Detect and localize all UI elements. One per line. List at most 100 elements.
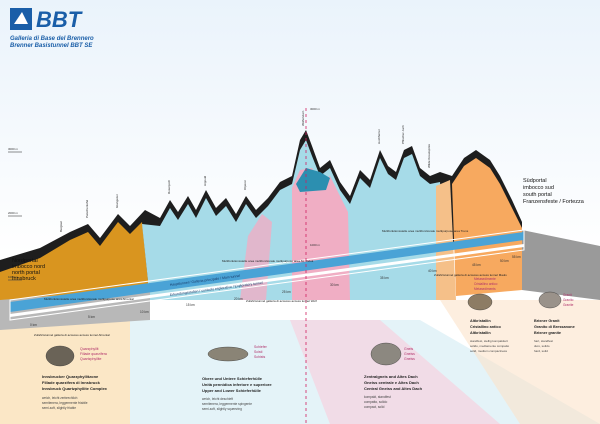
rock-title: Altkristallin — [470, 319, 491, 323]
peak-label: Glungezer — [115, 194, 119, 208]
km-tick: 0 km — [30, 323, 37, 327]
rock-prop: semi-soft, slightly squeezing — [202, 407, 242, 411]
geo-grey-south — [522, 230, 600, 300]
km-ticks: 0 km 5 km 10 km 15 km 20 km 25 km 30 km … — [30, 255, 521, 327]
rock-panel-schist: Schiefer Scisti Schists Obere und Untere… — [202, 345, 272, 411]
rock-tag: Gneis — [404, 347, 413, 351]
rock-prop: weich, leicht zerbrechlich — [42, 396, 78, 400]
rock-tag: Granito — [563, 298, 574, 302]
km-tick: 10 km — [140, 310, 149, 314]
south-portal-line: south portal — [523, 192, 552, 198]
rock-tag: Granit — [563, 293, 572, 297]
peak-label: Wilde Kreuzspitze — [427, 144, 431, 168]
km-tick: 35 km — [380, 276, 389, 280]
bg-band-crystalline — [440, 300, 600, 424]
peak-label: Hochferner — [377, 129, 381, 144]
km-tick: 20 km — [234, 297, 243, 301]
peak-label: Wolfendorn — [301, 110, 305, 126]
header-line2: Brenner Basistunnel BBT SE — [10, 43, 93, 49]
km-tick: 50 km — [500, 259, 509, 263]
north-portal-label: Nordportal imbocco nord north portal Inn… — [12, 258, 45, 282]
north-portal-line: imbocco nord — [12, 264, 45, 270]
rock-title: Gneiss centrale e Altes Dach — [364, 380, 419, 385]
km-tick: 40 km — [428, 269, 437, 273]
rock-title: Fillade quarzifera di Innsbruck — [42, 380, 101, 385]
facility-label: Multifunktionsstelle area multifunzional… — [222, 259, 314, 263]
facility-labels: Multifunktionsstelle area multifunzional… — [34, 229, 507, 337]
geo-granite — [452, 158, 522, 296]
rock-title: Obere und Untere Schieferhülle — [202, 376, 263, 381]
bg-band-gneiss — [290, 320, 500, 424]
peak-label: Patscherkofel — [85, 199, 89, 218]
rock-sample-image — [467, 293, 493, 311]
south-portal-label: Südportal imbocco sud south portal Franz… — [523, 178, 585, 205]
logo-mark-arrow — [14, 12, 28, 24]
rock-prop: semi-soft, slightly friable — [42, 406, 76, 410]
rock-tag: Metasediments — [474, 287, 496, 291]
rock-prop: hart, standfest — [534, 339, 553, 343]
rock-tag: Granite — [563, 303, 574, 307]
rock-tag: Metasedimente — [474, 277, 496, 281]
rock-prop: compatto, solido — [364, 400, 387, 404]
north-portal-line: Innsbruck — [12, 276, 36, 282]
rock-prop: semitenera, leggermente friabile — [42, 401, 88, 405]
rock-tag: Schiefer — [254, 345, 268, 349]
rock-title: Upper and Lower Schieferhülle — [202, 388, 262, 393]
rock-tag: Cristallino antico — [474, 282, 498, 286]
rock-title: Innsbrucker Quarzphyllitzone — [42, 374, 99, 379]
rock-title: Innsbruck Quartzphyllite Complex — [42, 386, 108, 391]
rock-prop: duro, solido — [534, 344, 550, 348]
logo-text: BBT — [36, 7, 83, 32]
rock-title: Central Gneiss and Altes Dach — [364, 386, 423, 391]
rock-tag: Schists — [254, 355, 266, 359]
alt-label-2000: 2000 m — [8, 211, 19, 215]
rock-tag: Gneiss — [404, 352, 415, 356]
km-tick: 55 km — [512, 255, 521, 259]
south-portal-line: Franzensfeste / Fortezza — [523, 199, 585, 205]
peak-label: Rosenjoch — [167, 179, 171, 194]
peak-label: Bergisel — [59, 221, 63, 232]
tunnel-main[interactable] — [10, 232, 524, 312]
rock-prop: weich, leicht deschieft — [202, 397, 233, 401]
rock-tag: Quarzphyllit — [80, 347, 99, 351]
km-tick: 30 km — [330, 283, 339, 287]
rock-tag: Fillade quarzifera — [80, 352, 107, 356]
rock-title: Brixner granite — [534, 331, 561, 335]
rock-sample-image — [207, 346, 249, 362]
facility-label: Zufahrtstunnel galleria di accesso acces… — [434, 273, 507, 277]
alt-label-mid: 1000 m — [310, 243, 321, 247]
rock-prop: standfest, stellig kompaktiert — [470, 339, 508, 343]
rock-sample-image — [370, 342, 402, 366]
header-line1: Galleria di Base del Brennero — [10, 36, 94, 42]
rock-panel-granite: Granit Granito Granite Brixner Granit Gr… — [534, 291, 575, 353]
bg-band-phyllite — [0, 320, 130, 424]
facility-label: Multifunktionsstelle area multifunzional… — [382, 229, 469, 233]
rock-title: Unità pennidica inferiore e superiore — [202, 382, 272, 387]
rock-tag: Quartzphyllite — [80, 357, 101, 361]
peak-label: Hippold — [203, 175, 207, 186]
tunnel-exploratory[interactable] — [10, 244, 524, 317]
north-portal-line: Nordportal — [12, 258, 38, 264]
km-tick: 5 km — [88, 315, 95, 319]
tunnel-outline — [9, 229, 525, 321]
km-tick: 15 km — [186, 303, 195, 307]
km-tick: 25 km — [282, 290, 291, 294]
facility-label: Zufahrtstunnel galleria di accesso acces… — [34, 333, 110, 337]
facility-label: Multifunktionsstelle area multifunzional… — [44, 297, 134, 301]
peak-label: Olperer — [243, 180, 247, 190]
rock-tag: Scisti — [254, 350, 263, 354]
rock-sample-image — [45, 345, 75, 367]
rock-prop: compact, solid — [364, 405, 385, 409]
alt-label-peak: 3000 m — [310, 107, 321, 111]
south-portal-line: imbocco sud — [523, 185, 554, 191]
alt-label-1000: 1000 m — [8, 275, 19, 279]
rock-panel-gneiss: Gneis Gneiss Gneiss Zentralgneis and Alt… — [364, 342, 423, 409]
rock-title: Altkristallin — [470, 331, 491, 335]
rock-panel-crystalline: Metasedimente Cristallino antico Metased… — [467, 277, 510, 353]
geo-peak-pocket — [296, 168, 330, 192]
rock-title: Cristallino antico — [470, 325, 501, 329]
rock-panel-phyllite: Quarzphyllit Fillade quarzifera Quartzph… — [42, 345, 108, 410]
peak-label: Pfitscher Joch — [401, 125, 405, 144]
rock-title: Zentralgneis and Altes Dach — [364, 374, 418, 379]
